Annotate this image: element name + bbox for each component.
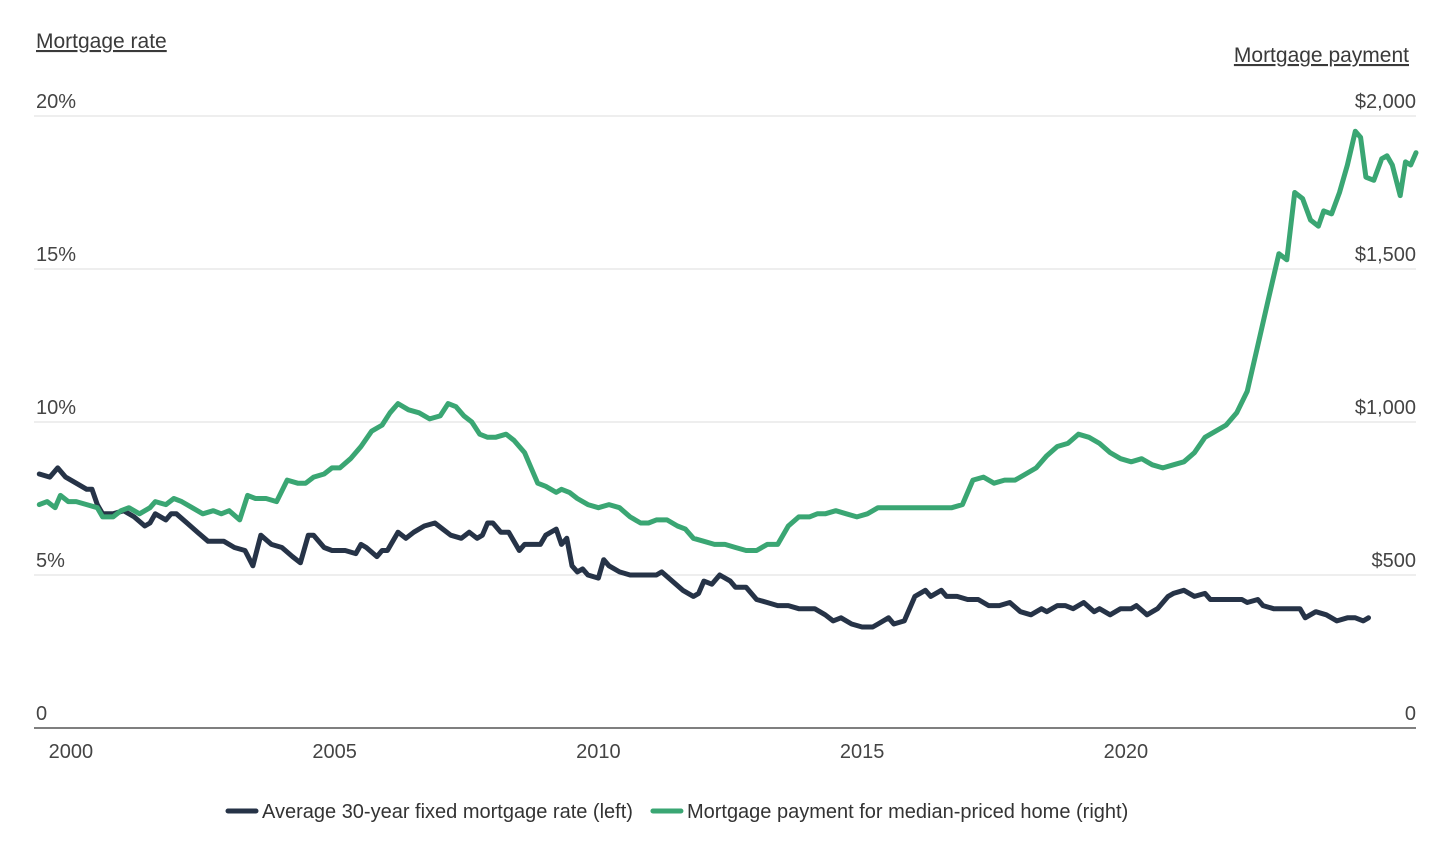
left-axis-title: Mortgage rate — [36, 30, 167, 53]
x-tick-label: 2005 — [312, 741, 357, 763]
x-tick-label: 2000 — [49, 741, 94, 763]
right-tick-label: $1,000 — [1355, 397, 1416, 419]
x-tick-label: 2010 — [576, 741, 621, 763]
series-line-mortgage-rate — [36, 465, 1371, 630]
gridlines — [34, 115, 1416, 729]
x-tick-label: 2020 — [1104, 741, 1149, 763]
left-axis-ticks: 0 5% 10% 15% 20% — [36, 91, 76, 725]
legend-label-mortgage-payment: Mortgage payment for median-priced home … — [687, 801, 1128, 823]
left-tick-label: 5% — [36, 550, 65, 572]
right-axis-ticks: 0 $500 $1,000 $1,500 $2,000 — [1355, 91, 1416, 725]
left-tick-label: 15% — [36, 244, 76, 266]
series-lines — [36, 128, 1419, 630]
legend: Average 30-year fixed mortgage rate (lef… — [225, 801, 1128, 823]
right-tick-label: $500 — [1372, 550, 1417, 572]
right-tick-label: $1,500 — [1355, 244, 1416, 266]
legend-label-mortgage-rate: Average 30-year fixed mortgage rate (lef… — [262, 801, 633, 823]
left-tick-label: 10% — [36, 397, 76, 419]
x-axis-ticks: 2000 2005 2010 2015 2020 — [49, 741, 1148, 763]
right-tick-label: 0 — [1405, 703, 1416, 725]
right-tick-label: $2,000 — [1355, 91, 1416, 113]
x-tick-label: 2015 — [840, 741, 885, 763]
right-axis-title: Mortgage payment — [1234, 44, 1409, 67]
left-tick-label: 0 — [36, 703, 47, 725]
left-tick-label: 20% — [36, 91, 76, 113]
series-line-mortgage-payment — [36, 128, 1419, 553]
